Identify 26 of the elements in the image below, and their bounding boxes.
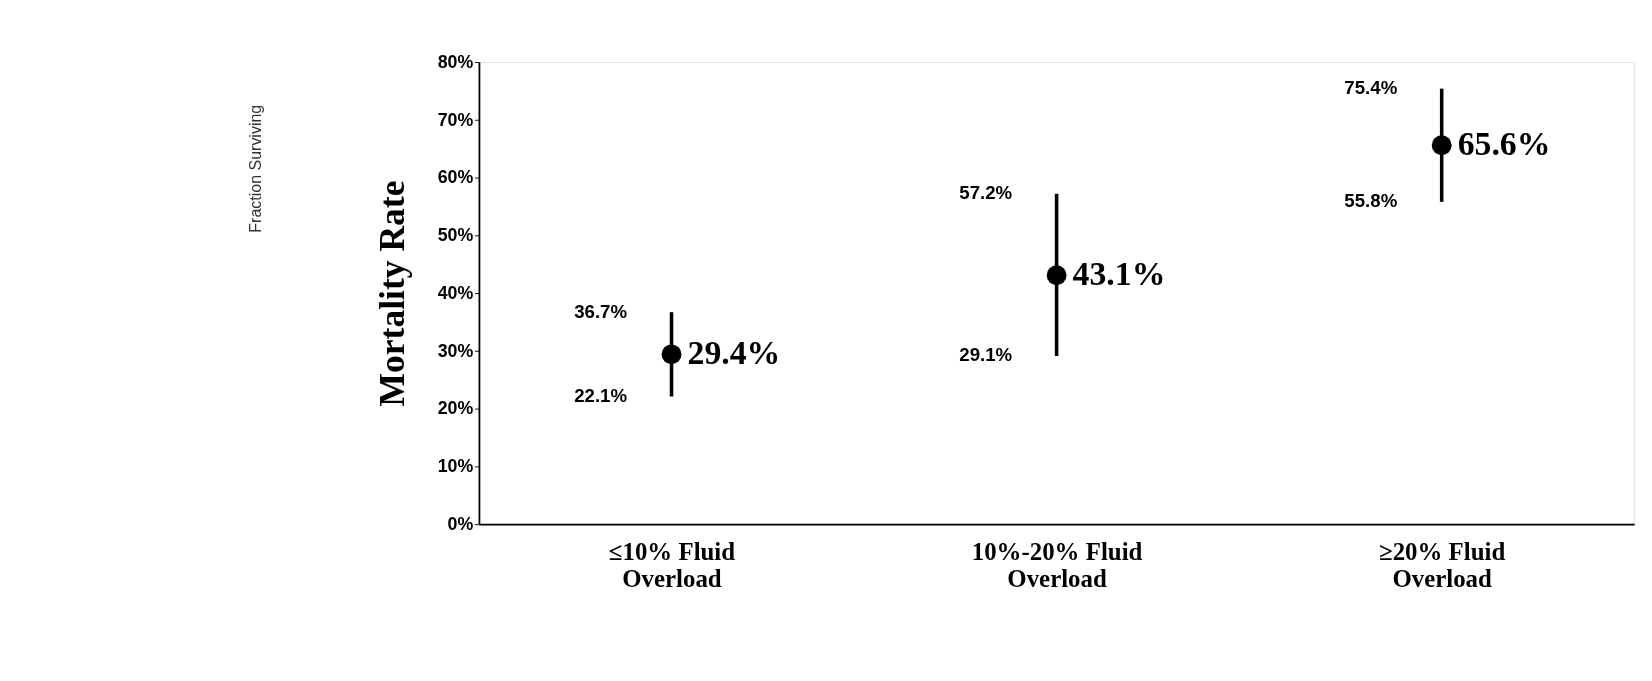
y-tick-label: 0% <box>447 513 474 534</box>
point <box>1431 135 1452 156</box>
text: Fraction Surviving <box>247 104 265 233</box>
y-tick-label: 20% <box>437 398 474 419</box>
point <box>661 344 682 365</box>
y-tick-label: 50% <box>437 225 474 246</box>
annotation: 75.4% <box>1344 76 1398 98</box>
annotation: 36.7% <box>574 300 628 322</box>
x-tick-label: ≤10% Fluid Overload <box>608 538 736 592</box>
y-tick-label: 30% <box>437 340 474 361</box>
point <box>1046 265 1067 286</box>
y-tick-label: 60% <box>437 167 474 188</box>
y-tick-label: 10% <box>437 456 474 477</box>
data-label: 29.4% <box>687 334 781 372</box>
x-tick-label: ≥20% Fluid Overload <box>1378 538 1506 592</box>
annotation: 29.1% <box>959 344 1013 366</box>
annotation: 57.2% <box>959 182 1013 204</box>
y-axis-title: Mortality Rate <box>371 180 412 407</box>
x-tick-label: 10%-20% Fluid Overload <box>971 538 1143 592</box>
y-tick-label: 40% <box>437 282 474 303</box>
data-label: 43.1% <box>1072 254 1166 292</box>
annotation: 22.1% <box>574 384 628 406</box>
data-label: 65.6% <box>1457 125 1551 163</box>
y-tick-label: 70% <box>437 109 474 130</box>
annotation: 55.8% <box>1344 190 1398 212</box>
y-tick-label: 80% <box>437 51 474 72</box>
